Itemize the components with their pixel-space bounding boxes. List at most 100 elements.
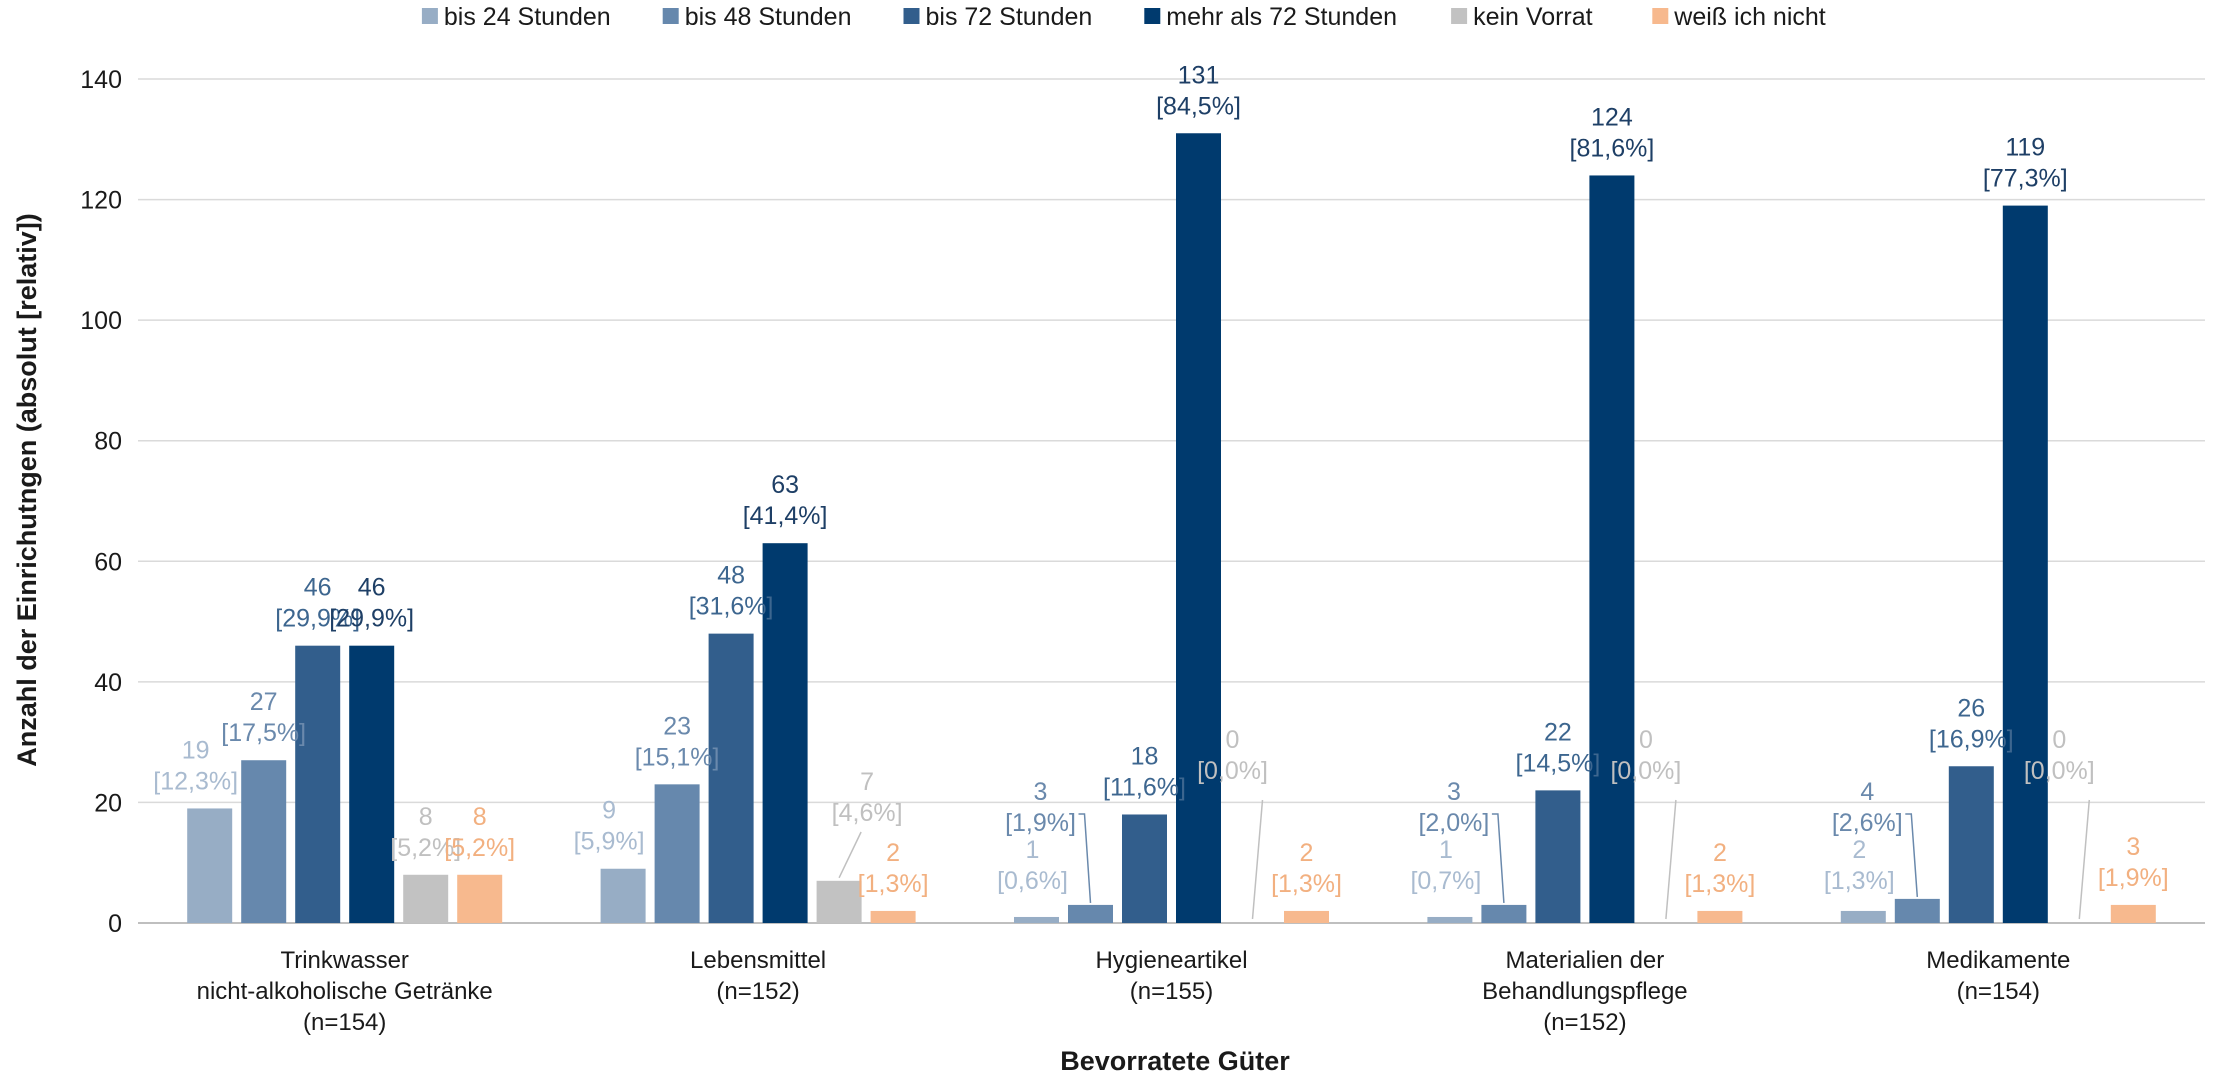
bar xyxy=(2110,904,2156,923)
bar xyxy=(1697,910,1743,923)
data-label-value: 2 xyxy=(1713,839,1727,867)
bar xyxy=(654,784,700,923)
data-label-value: 131 xyxy=(1178,61,1220,89)
data-label-value: 3 xyxy=(1034,778,1048,806)
leader-line xyxy=(1905,813,1919,897)
bar xyxy=(762,543,808,923)
data-label-percent: [29,9%] xyxy=(329,605,414,633)
data-label-value: 119 xyxy=(2005,134,2045,162)
data-label-percent: [1,3%] xyxy=(858,870,929,898)
data-label-percent: [1,9%] xyxy=(1005,809,1076,837)
legend-swatch xyxy=(903,8,920,24)
bar xyxy=(1068,904,1113,923)
y-tick-label: 60 xyxy=(94,548,122,576)
x-category-label: Behandlungspflege xyxy=(1482,978,1688,1005)
bar xyxy=(187,808,233,923)
bar xyxy=(1481,904,1527,923)
bar xyxy=(1284,910,1329,923)
data-label-percent: [1,3%] xyxy=(1684,870,1755,898)
data-label-value: 22 xyxy=(1544,718,1572,746)
data-label-value: 1 xyxy=(1026,836,1040,864)
x-axis: Trinkwasser nicht-alkoholische Getränke (n… xyxy=(197,947,2071,1036)
data-label-percent: [0,0%] xyxy=(2024,757,2095,785)
data-label-percent: [5,9%] xyxy=(574,828,645,856)
x-category-label: (n=154) xyxy=(1957,978,2040,1005)
bar xyxy=(1840,910,1886,923)
data-label-percent: [1,3%] xyxy=(1824,867,1895,895)
data-label-value: 63 xyxy=(771,471,799,499)
x-category-label: (n=152) xyxy=(716,978,799,1005)
data-label-value: 48 xyxy=(717,562,745,590)
data-label-percent: [0,0%] xyxy=(1610,757,1681,785)
x-category-label: Materialien der xyxy=(1506,947,1665,974)
legend-label: mehr als 72 Stunden xyxy=(1166,3,1397,31)
legend-label: bis 72 Stunden xyxy=(926,3,1093,31)
data-label-percent: [15,1%] xyxy=(635,743,720,771)
data-label-percent: [41,4%] xyxy=(743,502,828,530)
y-tick-label: 0 xyxy=(108,910,122,938)
leader-line xyxy=(2078,799,2091,920)
data-label-value: 0 xyxy=(1639,726,1653,754)
data-label-value: 46 xyxy=(358,574,386,602)
data-label-percent: [5,2%] xyxy=(390,834,461,862)
leader-line xyxy=(1251,799,1264,920)
x-category-label: Trinkwasser xyxy=(280,947,408,974)
bar xyxy=(403,874,449,923)
data-label-value: 26 xyxy=(1957,694,1985,722)
data-label-value: 2 xyxy=(886,839,900,867)
data-label-value: 2 xyxy=(1852,836,1866,864)
data-label-value: 124 xyxy=(1591,103,1633,131)
data-label-percent: [84,5%] xyxy=(1156,92,1241,120)
y-tick-label: 120 xyxy=(80,187,122,215)
bar xyxy=(1535,790,1581,923)
data-label-percent: [17,5%] xyxy=(221,719,306,747)
bar xyxy=(1894,898,1940,923)
data-label-value: 1 xyxy=(1439,836,1453,864)
data-label-percent: [14,5%] xyxy=(1516,749,1601,777)
data-label-percent: [12,3%] xyxy=(153,767,238,795)
legend-label: bis 24 Stunden xyxy=(444,3,611,31)
x-category-label: (n=154) xyxy=(303,1009,386,1036)
bar xyxy=(708,633,754,923)
leader-line xyxy=(838,831,862,879)
bar xyxy=(295,645,341,923)
x-category-label: Lebensmittel xyxy=(690,947,826,974)
legend-swatch xyxy=(1144,8,1161,24)
y-tick-label: 40 xyxy=(94,669,122,697)
x-axis-title: Bevorratete Güter xyxy=(1060,1046,1290,1076)
bar xyxy=(1176,133,1221,923)
data-label-percent: [5,2%] xyxy=(444,834,515,862)
bar xyxy=(1427,916,1473,923)
legend-swatch xyxy=(1451,8,1468,24)
legend-label: kein Vorrat xyxy=(1473,3,1593,31)
x-category-label: Medikamente xyxy=(1926,947,2070,974)
legend-swatch xyxy=(662,8,679,24)
bar xyxy=(241,760,287,923)
bar xyxy=(1589,175,1635,923)
bar xyxy=(349,645,395,923)
data-label-percent: [77,3%] xyxy=(1983,165,2068,193)
data-label-percent: [1,9%] xyxy=(2098,864,2169,892)
data-label-value: 19 xyxy=(182,736,210,764)
y-tick-label: 100 xyxy=(80,307,122,335)
bar xyxy=(457,874,503,923)
bars xyxy=(187,133,2156,924)
data-label-value: 8 xyxy=(419,803,433,831)
data-label-percent: [0,0%] xyxy=(1197,757,1268,785)
data-label-percent: [2,6%] xyxy=(1832,809,1903,837)
bar xyxy=(1014,916,1059,923)
data-label-value: 27 xyxy=(250,688,278,716)
legend: bis 24 Stunden bis 48 Stunden bis 72 Stund… xyxy=(421,3,1826,31)
x-category-label: Hygieneartikel xyxy=(1095,947,1247,974)
legend-label: weiß ich nicht xyxy=(1673,3,1825,31)
bar xyxy=(816,880,862,923)
data-label-value: 18 xyxy=(1131,742,1159,770)
data-label-value: 8 xyxy=(473,803,487,831)
y-axis: 0 20 40 60 80 100 120 140 xyxy=(80,66,122,938)
legend-label: bis 48 Stunden xyxy=(685,3,852,31)
data-label-percent: [31,6%] xyxy=(689,593,774,621)
data-label-value: 3 xyxy=(2126,833,2140,861)
data-label-percent: [1,3%] xyxy=(1271,870,1342,898)
